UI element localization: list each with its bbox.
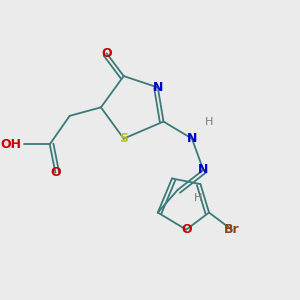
Text: H: H: [194, 193, 202, 203]
Text: O: O: [181, 223, 192, 236]
Text: N: N: [153, 81, 163, 94]
Text: S: S: [119, 132, 128, 145]
Text: Br: Br: [224, 223, 240, 236]
Text: N: N: [198, 164, 208, 176]
Text: O: O: [50, 166, 61, 179]
Text: H: H: [205, 117, 213, 127]
Text: OH: OH: [0, 138, 21, 151]
Text: O: O: [101, 47, 112, 60]
Text: N: N: [187, 132, 197, 145]
